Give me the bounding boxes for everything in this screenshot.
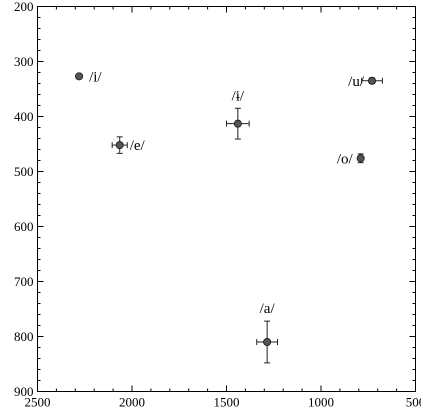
y-tick-label: 300 <box>14 54 34 69</box>
vowel-point: /i/ <box>75 69 102 85</box>
vowel-point: /u/ <box>348 74 383 90</box>
y-tick-label: 600 <box>14 219 34 234</box>
vowel-label: /e/ <box>130 138 146 154</box>
point-marker <box>356 154 365 163</box>
y-tick-label: 400 <box>14 109 34 124</box>
vowel-point: /a/ <box>256 301 279 364</box>
data-points: /i/ /e/ /ɨ/ /a/ /u/ /o/ <box>75 69 383 364</box>
vowel-point: /e/ <box>111 136 146 154</box>
x-tick-label: 500 <box>406 395 421 410</box>
x-tick-label: 2500 <box>25 395 51 410</box>
point-marker <box>233 119 242 128</box>
y-tick-label: 800 <box>14 329 34 344</box>
vowel-label: /ɨ/ <box>232 88 245 104</box>
x-tick-label: 1500 <box>214 395 240 410</box>
vowel-point: /ɨ/ <box>226 88 250 140</box>
y-tick-label: 900 <box>14 384 34 399</box>
vowel-label: /o/ <box>337 151 354 167</box>
vowel-label: /i/ <box>89 69 102 85</box>
point-marker <box>263 337 272 346</box>
axis-ticks <box>37 6 416 392</box>
vowel-label: /a/ <box>260 301 276 317</box>
y-tick-label: 700 <box>14 274 34 289</box>
y-axis-tick-labels: 200 300 400 500 600 700 800 900 <box>14 0 34 399</box>
point-marker <box>115 141 124 150</box>
y-tick-label: 200 <box>14 0 34 14</box>
plot-frame <box>37 6 416 392</box>
y-tick-label: 500 <box>14 164 34 179</box>
x-tick-label: 1000 <box>308 395 334 410</box>
point-marker <box>75 72 84 81</box>
vowel-label: /u/ <box>348 74 365 90</box>
x-axis-tick-labels: 2500 2000 1500 1000 500 <box>25 395 421 410</box>
x-tick-label: 2000 <box>119 395 145 410</box>
point-marker <box>368 76 377 85</box>
vowel-point: /o/ <box>337 151 365 167</box>
